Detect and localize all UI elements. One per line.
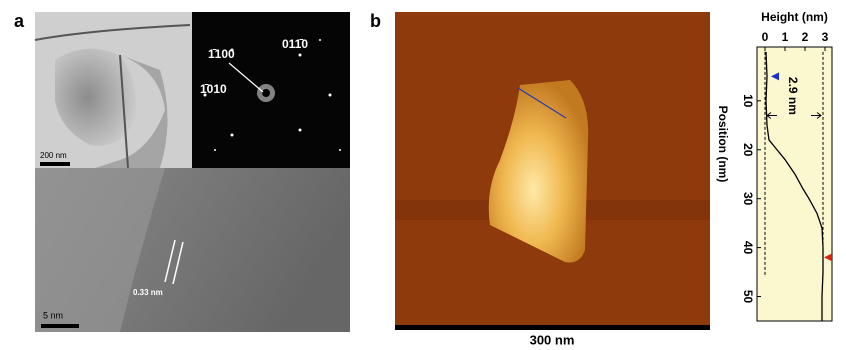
scale-bar [395,325,710,330]
annotation: 2.9 nm [786,77,800,115]
spacing-label: 0.33 nm [133,288,163,297]
y-tick-label: 20 [741,143,755,157]
panel-label: b [370,11,381,31]
scale-label: 5 nm [43,310,63,320]
beam-stop [262,89,270,97]
axis-title: Position (nm) [716,106,730,183]
miller-index: 1̄010 [200,82,227,96]
panel-label: a [14,11,25,31]
scale-label: 300 nm [530,332,575,347]
axis-title: Height (nm) [761,10,828,24]
miller-index: 1̄100 [208,47,235,61]
miller-index: 011̄0 [282,37,308,51]
x-tick-label: 2 [802,30,809,44]
y-tick-label: 10 [741,94,755,108]
x-tick-label: 0 [762,30,769,44]
x-tick-label: 1 [782,30,789,44]
scale-label: 200 nm [40,151,67,160]
y-tick-label: 50 [741,290,755,304]
x-tick-label: 3 [822,30,829,44]
figure: a 200 nm 1̄100 011̄0 1̄010 0.33 nm 5 nm … [0,0,846,350]
y-tick-label: 30 [741,192,755,206]
scale-bar [40,162,70,166]
y-tick-label: 40 [741,241,755,255]
scale-bar [41,324,79,328]
